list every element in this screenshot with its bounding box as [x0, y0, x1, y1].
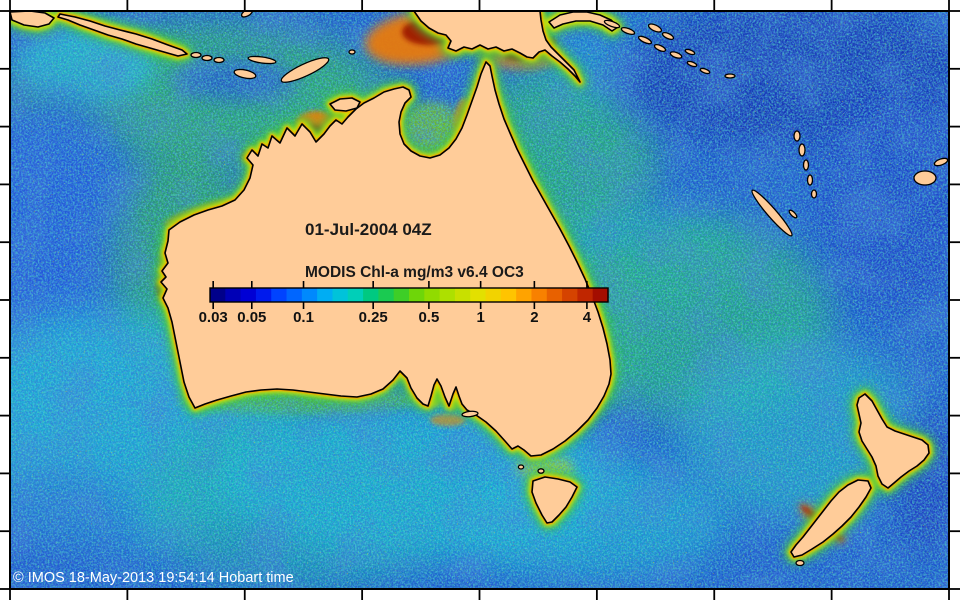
land-bali — [190, 51, 202, 59]
land-solomon-7 — [699, 67, 711, 75]
colorbar-step — [255, 288, 272, 302]
colorbar-tick-label: 0.1 — [293, 309, 314, 326]
colorbar-border — [209, 287, 609, 303]
land-solomon-4 — [653, 43, 667, 53]
land-flores — [247, 55, 277, 65]
colorbar-step — [317, 288, 334, 302]
land-louisiade-1 — [661, 31, 675, 41]
colorbar-step — [271, 288, 288, 302]
colorbar-step — [516, 288, 533, 302]
land-sumbawa — [213, 56, 225, 64]
colorbar-step — [592, 288, 609, 302]
colorbar-tick-label: 2 — [530, 309, 538, 326]
land-solomon-8 — [724, 73, 736, 79]
colorbar-tick-label: 0.05 — [237, 309, 266, 326]
land-vanuatu-3 — [802, 159, 810, 171]
land-vanuatu-4 — [806, 174, 814, 186]
colorbar-step — [225, 288, 242, 302]
land-tanimbar — [348, 49, 356, 55]
land-solomon-3 — [637, 35, 653, 45]
colorbar-step — [577, 288, 594, 302]
land-solomon-6 — [686, 60, 698, 68]
colorbar-step — [500, 288, 517, 302]
colorbar-step — [562, 288, 578, 302]
colorbar-step — [210, 288, 226, 302]
colorbar-gradient — [210, 288, 609, 302]
colorbar-step — [439, 288, 456, 302]
colorbar-step — [485, 288, 502, 302]
colorbar-step — [393, 288, 410, 302]
land-lombok — [201, 54, 213, 62]
land-loyalty-islands — [788, 209, 798, 219]
land-flinders-island — [537, 468, 545, 474]
land-timor — [280, 57, 330, 83]
land-vanuatu-1 — [793, 130, 801, 142]
land-new-caledonia — [751, 189, 793, 237]
colorbar-step — [240, 288, 257, 302]
colorbar-tick-labels: 0.03 0.05 0.1 0.25 0.5 1 2 4 — [199, 309, 592, 326]
colorbar-step — [378, 288, 395, 302]
colorbar-step — [454, 288, 471, 302]
colorbar-step — [363, 288, 379, 302]
colorbar-step — [301, 288, 318, 302]
land-solomon-1 — [603, 19, 621, 29]
colorbar-step — [409, 288, 425, 302]
colorbar-step — [531, 288, 548, 302]
landmasses — [10, 11, 949, 567]
land-fiji-vanua-levu — [933, 157, 949, 167]
land-kangaroo-island — [461, 410, 479, 418]
land-stewart-island — [795, 559, 805, 567]
land-sumba — [233, 68, 257, 80]
colorbar-label: MODIS Chl-a mg/m3 v6.4 OC3 — [305, 264, 524, 281]
colorbar-step — [347, 288, 364, 302]
colorbar-tick-label: 0.03 — [199, 309, 228, 326]
colorbar-step — [546, 288, 563, 302]
colorbar-ticks — [212, 281, 588, 309]
land-vanuatu-5 — [810, 189, 818, 199]
copyright-watermark: © IMOS 18-May-2013 19:54:14 Hobart time — [13, 570, 294, 586]
land-solomon-5 — [669, 51, 683, 59]
colorbar-tick-label: 1 — [476, 309, 484, 326]
land-dentrecasteaux — [647, 23, 663, 33]
land-louisiade-2 — [684, 48, 696, 56]
land-vanuatu-2 — [798, 143, 806, 157]
land-king-island — [517, 464, 525, 470]
land-solomon-2 — [620, 26, 636, 36]
colorbar-step — [332, 288, 349, 302]
colorbar-tick-label: 0.25 — [359, 309, 388, 326]
colorbar-step — [286, 288, 303, 302]
land-fiji-viti-levu — [913, 170, 937, 186]
colorbar-step — [424, 288, 441, 302]
map-title: 01-Jul-2004 04Z — [305, 220, 432, 239]
colorbar-tick-label: 0.5 — [418, 309, 439, 326]
colorbar-tick-label: 4 — [583, 309, 592, 326]
colorbar-step — [470, 288, 487, 302]
